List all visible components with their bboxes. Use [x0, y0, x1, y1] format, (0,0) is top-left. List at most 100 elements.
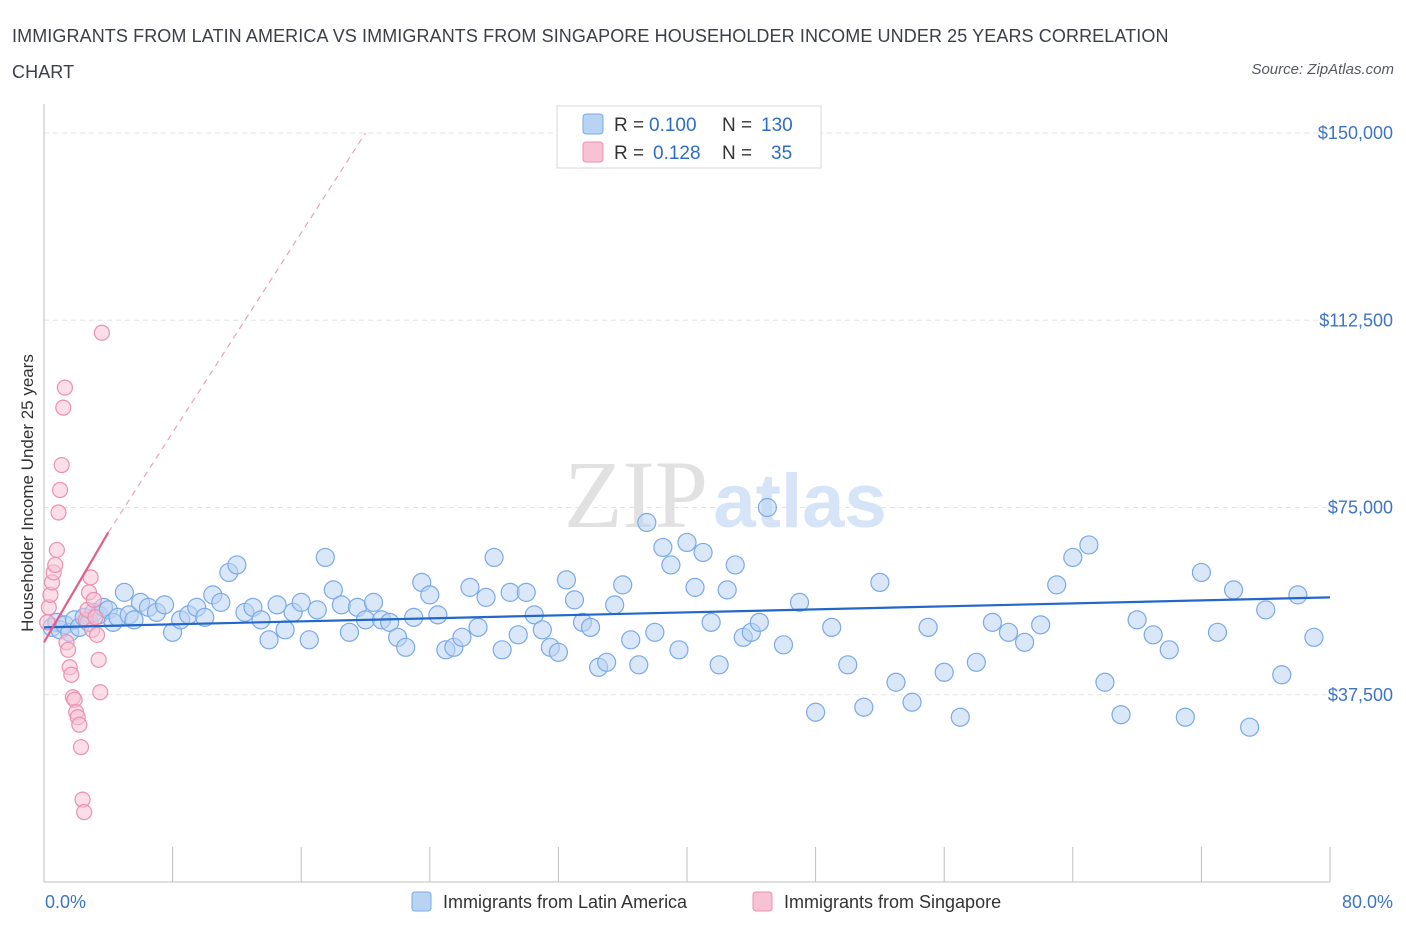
trend-extension-singapore — [107, 132, 367, 533]
data-point-latin-america-102 — [854, 697, 874, 717]
data-point-latin-america-106 — [918, 617, 938, 637]
data-point-latin-america-88 — [693, 542, 713, 563]
data-point-latin-america-121 — [1159, 640, 1179, 660]
trend-line-latin-america — [43, 596, 1331, 629]
y-axis-tick-labels: $37,500 $75,000 $112,500 $150,000 — [1318, 123, 1393, 705]
data-point-latin-america-107 — [934, 662, 954, 682]
data-point-singapore-7 — [50, 504, 67, 521]
data-point-latin-america-51 — [396, 637, 416, 657]
data-point-singapore-10 — [55, 399, 72, 416]
bottom-legend-swatch-singapore — [752, 891, 773, 912]
data-point-latin-america-15 — [114, 582, 134, 602]
data-point-latin-america-74 — [580, 617, 601, 637]
data-point-latin-america-126 — [1240, 717, 1260, 737]
watermark-zip: ZIP — [564, 441, 708, 548]
data-point-latin-america-55 — [428, 605, 448, 625]
data-point-latin-america-103 — [870, 572, 890, 593]
data-point-singapore-9 — [53, 456, 70, 474]
data-point-latin-america-36 — [275, 620, 295, 640]
data-point-latin-america-96 — [757, 497, 777, 518]
data-point-latin-america-117 — [1095, 672, 1115, 692]
data-point-latin-america-120 — [1143, 625, 1163, 645]
data-point-latin-america-116 — [1079, 535, 1099, 555]
data-point-latin-america-86 — [677, 532, 697, 553]
x-axis-ticks — [43, 847, 1331, 882]
legend-n-label-1: N = — [722, 115, 752, 136]
data-point-latin-america-97 — [773, 635, 794, 655]
data-point-latin-america-83 — [653, 537, 673, 558]
data-point-latin-america-108 — [950, 707, 970, 727]
data-point-latin-america-113 — [1031, 615, 1051, 635]
bottom-legend-label-singapore: Immigrants from Singapore — [784, 892, 1001, 912]
data-point-latin-america-105 — [902, 692, 922, 712]
data-point-singapore-31 — [88, 626, 106, 643]
data-point-singapore-30 — [87, 609, 104, 626]
trend-lines — [43, 132, 1331, 643]
series-latin-america-points — [42, 497, 1324, 737]
data-point-latin-america-42 — [323, 580, 343, 600]
data-point-latin-america-109 — [966, 652, 986, 672]
chart-title: IMMIGRANTS FROM LATIN AMERICA VS IMMIGRA… — [12, 26, 1169, 82]
data-point-latin-america-91 — [717, 580, 737, 600]
data-point-latin-america-39 — [299, 630, 319, 650]
data-point-latin-america-82 — [645, 622, 665, 642]
data-point-latin-america-59 — [460, 577, 480, 597]
data-point-latin-america-128 — [1272, 665, 1292, 685]
data-point-latin-america-110 — [982, 612, 1003, 632]
data-point-latin-america-35 — [267, 595, 287, 615]
data-point-latin-america-99 — [805, 702, 826, 722]
x-tick-label-min: 0.0% — [45, 892, 86, 912]
data-point-latin-america-60 — [468, 617, 488, 637]
data-point-latin-america-68 — [532, 620, 552, 640]
data-point-singapore-29 — [85, 591, 102, 608]
data-point-latin-america-70 — [548, 642, 569, 662]
data-point-singapore-21 — [72, 739, 90, 756]
data-point-latin-america-101 — [838, 655, 858, 675]
data-point-latin-america-84 — [661, 555, 681, 575]
data-point-latin-america-61 — [476, 587, 496, 607]
data-point-latin-america-77 — [605, 595, 625, 615]
data-point-latin-america-89 — [701, 612, 721, 632]
data-point-latin-america-79 — [621, 630, 641, 650]
data-point-latin-america-87 — [685, 577, 705, 597]
legend-r-label-1: R = — [614, 115, 644, 136]
data-point-latin-america-129 — [1288, 585, 1308, 605]
data-point-latin-america-90 — [709, 655, 729, 675]
data-point-latin-america-95 — [749, 612, 769, 632]
data-point-singapore-11 — [56, 379, 73, 396]
data-point-latin-america-28 — [211, 592, 231, 612]
data-point-singapore-34 — [93, 324, 110, 341]
legend-n-value-2: 35 — [771, 143, 792, 164]
data-point-latin-america-78 — [613, 575, 633, 595]
trend-line-singapore — [43, 531, 110, 643]
legend-swatch-latin-america — [582, 113, 604, 135]
data-point-latin-america-115 — [1063, 547, 1083, 568]
watermark-atlas: atlas — [713, 459, 886, 544]
y-tick-label-3: $150,000 — [1318, 123, 1393, 143]
data-point-latin-america-111 — [998, 622, 1019, 642]
data-point-singapore-20 — [71, 716, 88, 733]
y-tick-label-1: $75,000 — [1328, 498, 1393, 518]
data-point-latin-america-43 — [331, 595, 351, 615]
data-point-latin-america-66 — [516, 582, 536, 602]
data-point-latin-america-76 — [597, 652, 617, 672]
data-point-singapore-23 — [76, 803, 93, 821]
data-point-latin-america-124 — [1207, 622, 1228, 642]
data-point-latin-america-62 — [484, 547, 504, 568]
data-point-latin-america-52 — [404, 607, 424, 627]
data-point-latin-america-40 — [307, 600, 327, 620]
legend-r-value-1: 0.100 — [649, 115, 697, 136]
data-point-latin-america-34 — [259, 630, 279, 650]
data-point-latin-america-64 — [500, 582, 520, 602]
stats-legend: R = 0.100 N = 130 R = 0.128 N = 35 — [556, 105, 822, 169]
data-point-latin-america-98 — [789, 592, 810, 612]
data-point-latin-america-54 — [420, 585, 440, 605]
y-axis-label: Householder Income Under 25 years — [18, 354, 37, 632]
data-point-latin-america-130 — [1304, 627, 1324, 647]
data-point-latin-america-92 — [725, 555, 745, 575]
data-point-latin-america-58 — [452, 627, 472, 647]
data-point-singapore-32 — [90, 651, 107, 668]
data-point-latin-america-65 — [508, 625, 528, 645]
data-point-latin-america-118 — [1111, 705, 1131, 725]
y-tick-label-0: $37,500 — [1328, 685, 1393, 705]
